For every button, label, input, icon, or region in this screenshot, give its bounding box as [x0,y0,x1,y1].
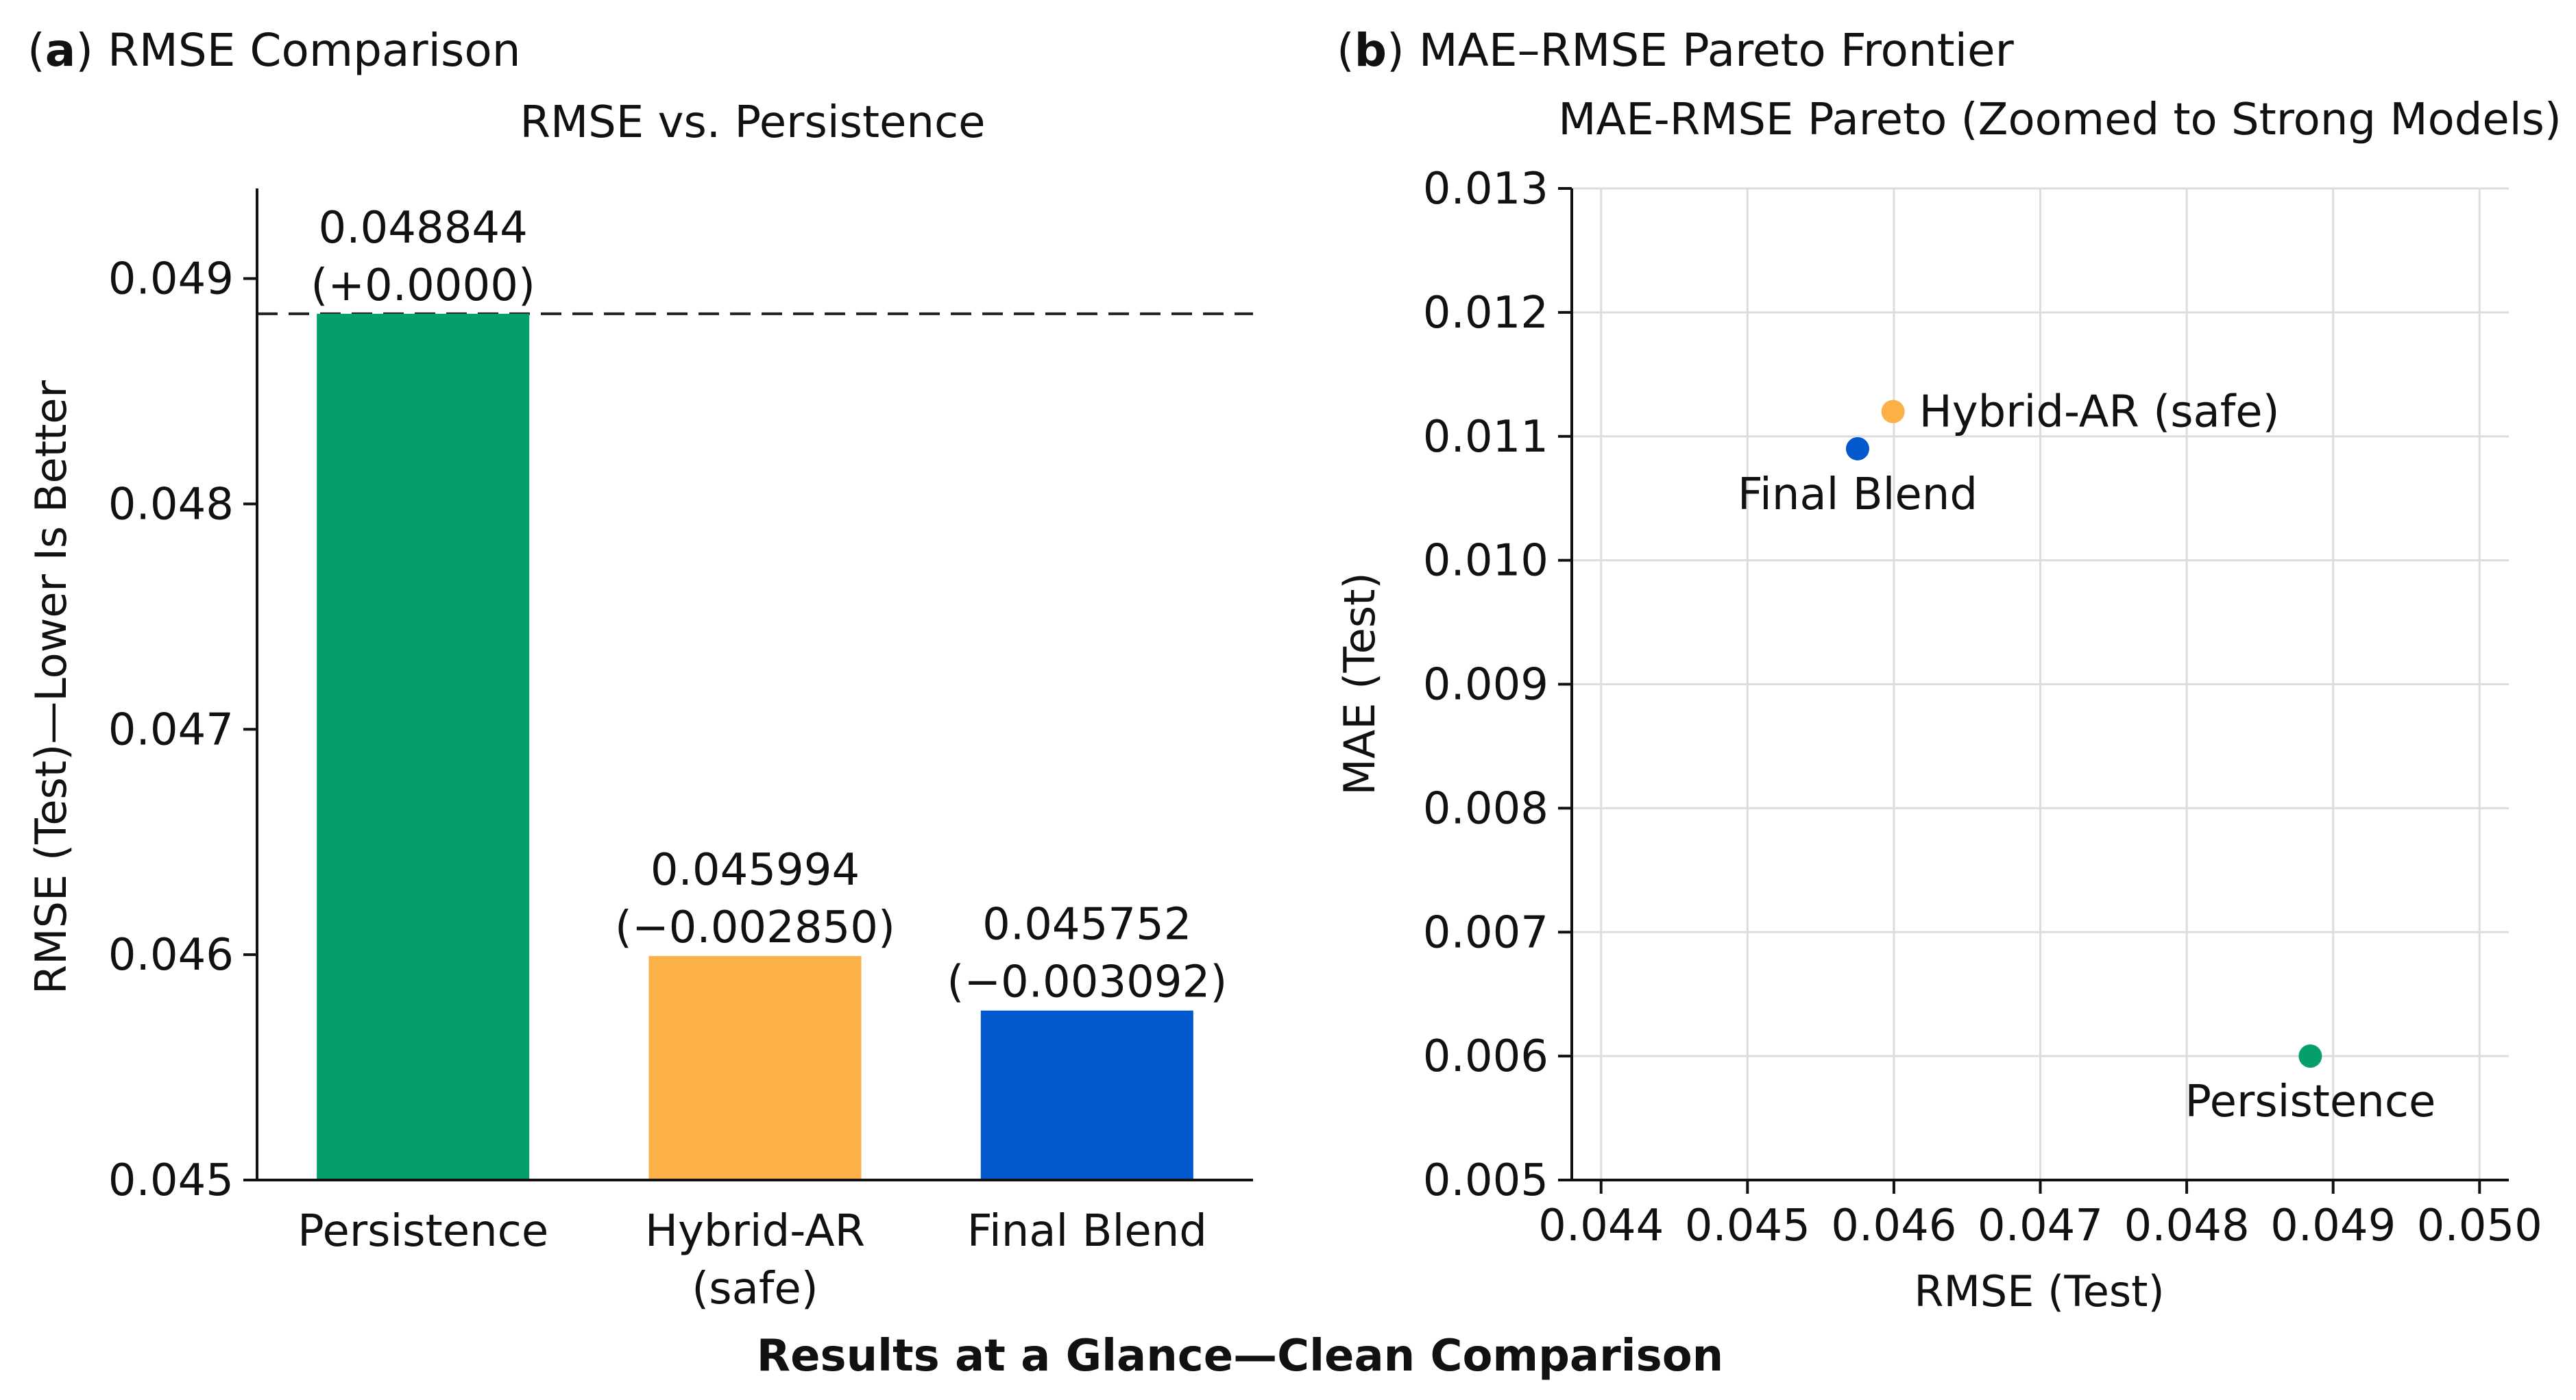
bar-category-label: Persistence [297,1206,548,1257]
scatter-y-ticks: 0.005 0.006 0.007 0.008 0.009 0.010 0.011 0.012… [1423,164,1572,1206]
bar-y-axis-label: RMSE (Test)—Lower Is Better [26,380,76,994]
scatter-x-tick-label: 0.050 [2417,1201,2542,1251]
scatter-y-tick-label: 0.011 [1423,412,1548,463]
bar-value-label: 0.045994 [651,845,860,896]
scatter-grid [1572,187,2509,1181]
scatter-chart-title: MAE-RMSE Pareto (Zoomed to Strong Models… [1558,95,2562,145]
bar-chart-title: RMSE vs. Persistence [520,97,985,148]
bar-delta-label: (−0.003092) [947,957,1227,1008]
bar [980,1010,1193,1180]
bar-category-label: Final Blend [967,1206,1207,1257]
bar-delta-label: (+0.0000) [311,260,535,311]
bar [648,956,862,1180]
scatter-x-ticks: 0.044 0.045 0.046 0.047 0.048 0.049 0.050 [1538,1180,2542,1251]
scatter-y-tick-label: 0.006 [1423,1031,1548,1082]
panel-a-label: (a) RMSE Comparison [27,24,521,77]
bar-delta-label: (−0.002850) [615,902,895,953]
scatter-y-tick-label: 0.012 [1423,288,1548,339]
bar-y-tick-label: 0.049 [108,254,234,305]
scatter-plot-area: 0.044 0.045 0.046 0.047 0.048 0.049 0.050 0.00… [1423,164,2542,1251]
bar [317,313,530,1181]
scatter-x-tick-label: 0.047 [1978,1201,2103,1251]
bar-y-tick-label: 0.048 [108,479,234,530]
bar-category-label: (safe) [692,1264,818,1314]
bar-y-tick-label: 0.047 [108,704,234,755]
scatter-y-tick-label: 0.009 [1423,660,1548,711]
bar-y-tick-label: 0.045 [108,1155,234,1206]
bar-plot-area: 0.045 0.046 0.047 0.048 0.049 0.048844 (+0.00… [108,188,1253,1314]
scatter-y-tick-label: 0.013 [1423,164,1548,214]
scatter-x-tick-label: 0.048 [2124,1201,2249,1251]
scatter-x-tick-label: 0.049 [2270,1201,2396,1251]
scatter-y-axis-label: MAE (Test) [1335,572,1385,795]
scatter-y-tick-label: 0.007 [1423,907,1548,958]
scatter-point [1881,400,1905,423]
bar-value-label: 0.048844 [318,203,527,254]
scatter-point-label: Final Blend [1738,469,1978,520]
bar-series [317,313,1193,1181]
scatter-point [1845,437,1869,460]
scatter-points: Hybrid-AR (safe) Final Blend Persistence [1738,387,2436,1128]
bar-value-label: 0.045752 [982,900,1191,950]
scatter-point-label: Hybrid-AR (safe) [1919,387,2280,438]
bar-y-tick-label: 0.046 [108,930,234,981]
scatter-x-tick-label: 0.045 [1685,1201,1810,1251]
scatter-x-tick-label: 0.046 [1831,1201,1956,1251]
bar-axes [256,188,1253,1181]
panel-b-label: (b) MAE–RMSE Pareto Frontier [1337,24,2015,77]
scatter-y-tick-label: 0.010 [1423,536,1548,587]
scatter-y-tick-label: 0.005 [1423,1155,1548,1206]
scatter-point-label: Persistence [2185,1077,2435,1127]
bar-x-ticks: Persistence Hybrid-AR (safe) Final Blend [297,1206,1207,1314]
scatter-y-tick-label: 0.008 [1423,783,1548,834]
bar-category-label: Hybrid-AR [645,1206,865,1257]
bar-y-ticks: 0.045 0.046 0.047 0.048 0.049 [108,254,257,1206]
scatter-x-tick-label: 0.044 [1538,1201,1664,1251]
bar-data-labels: 0.048844 (+0.0000) 0.045994 (−0.002850) 0.04… [311,203,1227,1008]
scatter-point [2298,1044,2322,1068]
figure-caption: Results at a Glance—Clean Comparison [757,1331,1723,1381]
scatter-x-axis-label: RMSE (Test) [1914,1266,2164,1316]
